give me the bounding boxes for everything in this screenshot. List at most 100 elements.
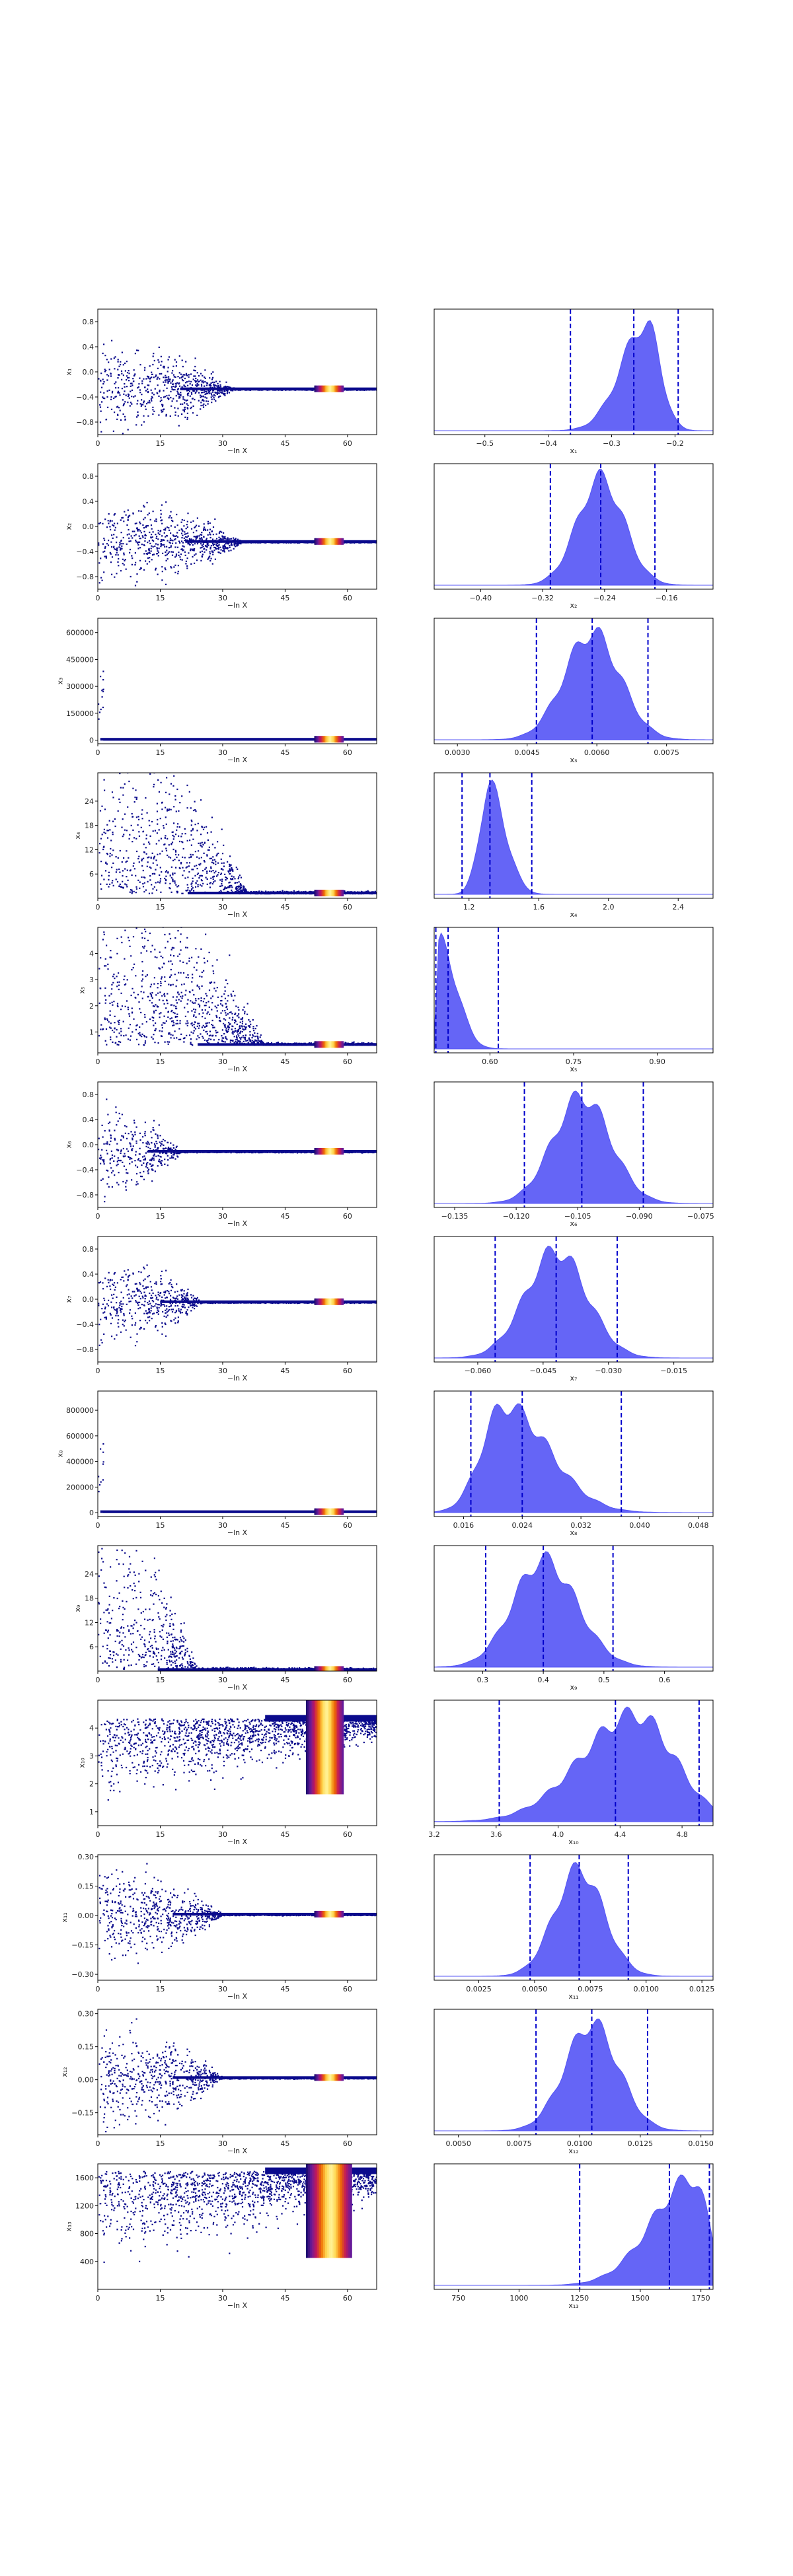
density-hotspot — [332, 1298, 334, 1305]
density-area — [434, 932, 713, 1050]
y-tick-label: 0.30 — [78, 1853, 94, 1861]
y-tick-label: −0.15 — [71, 2109, 94, 2118]
x-tick-label: 0.6 — [659, 1676, 671, 1684]
density-hotspot — [346, 2164, 349, 2258]
density-hotspot — [337, 1041, 339, 1048]
x-tick-label: −0.060 — [465, 1367, 492, 1375]
density-hotspot — [331, 1666, 333, 1671]
density-hotspot — [337, 1666, 339, 1671]
converged-trace — [188, 892, 377, 895]
density-hotspot — [314, 890, 316, 897]
density-hotspot — [332, 1666, 334, 1671]
sample-points — [98, 2164, 377, 2264]
density-area — [434, 627, 713, 740]
x-tick-label: 1500 — [631, 2294, 650, 2303]
density-hotspot — [314, 736, 316, 743]
density-hotspot — [319, 385, 321, 392]
density-hotspot — [314, 1147, 316, 1155]
density-hotspot — [331, 1147, 333, 1155]
y-tick-label: 0 — [89, 736, 94, 745]
y-tick-label: 0.0 — [83, 522, 94, 531]
x-tick-label: 2.4 — [673, 903, 685, 912]
axes-frame — [434, 1699, 714, 1826]
x-tick-label: 60 — [343, 1830, 352, 1839]
density-hotspot — [322, 1666, 324, 1671]
density-hotspot — [318, 890, 320, 897]
density-hotspot — [334, 1147, 337, 1155]
axes-frame — [97, 618, 377, 744]
density-hotspot — [331, 385, 333, 392]
x-tick-label: 30 — [218, 1830, 227, 1839]
x-tick-label: 1000 — [510, 2294, 528, 2303]
x-tick-label: 60 — [343, 2294, 352, 2303]
density-hotspot — [344, 2164, 347, 2258]
x-tick-label: 1750 — [692, 2294, 710, 2303]
density-hotspot — [322, 385, 324, 392]
x-tick-label: 15 — [155, 2294, 165, 2303]
x-tick-label: 0 — [96, 1367, 100, 1375]
density-hotspot — [338, 385, 340, 392]
x-tick-label: 15 — [155, 2139, 165, 2148]
scatter-dots — [98, 501, 377, 587]
density-hotspot — [319, 1508, 321, 1515]
density-hotspot — [330, 890, 332, 897]
density-hotspot — [325, 890, 327, 897]
x-tick-label: 0 — [96, 1830, 100, 1839]
density-hotspot — [307, 1700, 310, 1795]
density-hotspot — [331, 890, 333, 897]
x-axis-label: −ln X — [227, 601, 248, 610]
density-hotspot — [322, 538, 324, 545]
density-hotspot — [336, 538, 338, 545]
density-hotspot — [340, 1147, 343, 1155]
density-hotspot — [337, 385, 339, 392]
x-tick-label: 15 — [155, 1367, 165, 1375]
trace-scatter-panel-5: 0 15 30 45 60 −ln X 0 150000 300000 450000 600000 x… — [56, 618, 377, 764]
density-hotspot — [338, 538, 340, 545]
density-hotspot — [342, 890, 344, 897]
converged-trace — [160, 1300, 377, 1303]
x-tick-label: 60 — [343, 903, 352, 912]
density-hotspot — [317, 1700, 319, 1795]
density-hotspot — [326, 1508, 328, 1515]
x-tick-label: 0 — [96, 594, 100, 602]
density-hotspot — [319, 1910, 321, 1917]
x-tick-label: 45 — [280, 1367, 289, 1375]
density-hotspot — [326, 2164, 330, 2258]
marginal-density-panel-22: 0.0025 0.0050 0.0075 0.0100 0.0125 x₁₁ — [434, 1854, 714, 2001]
x-tick-label: 4.8 — [676, 1830, 688, 1839]
density-hotspot — [338, 1298, 340, 1305]
density-hotspot — [321, 538, 323, 545]
density-hotspot — [319, 736, 321, 743]
density-hotspot — [318, 385, 320, 392]
density-hotspot — [334, 538, 337, 545]
y-tick-label: 1 — [89, 1028, 94, 1036]
y-tick-label: 2 — [89, 1002, 94, 1011]
density-hotspot — [320, 538, 322, 545]
x-axis-label: x₁ — [570, 447, 578, 455]
sample-points — [98, 1098, 377, 1203]
density-hotspot — [337, 890, 339, 897]
x-tick-label: 0 — [96, 2294, 100, 2303]
density-area — [434, 1862, 713, 1977]
density-hotspot — [318, 1666, 320, 1671]
x-tick-label: 15 — [155, 594, 165, 602]
density-hotspot — [309, 2164, 313, 2258]
x-axis-label: −ln X — [227, 1838, 248, 1846]
y-tick-label: 0.00 — [78, 2076, 94, 2085]
density-hotspot — [328, 1298, 331, 1305]
density-hotspot — [340, 538, 343, 545]
density-hotspot — [332, 1700, 335, 1795]
density-hotspot — [330, 1700, 333, 1795]
density-hotspot — [315, 1298, 317, 1305]
density-hotspot — [336, 1910, 338, 1917]
density-hotspot — [342, 385, 344, 392]
density-hotspot — [340, 890, 343, 897]
x-tick-label: −0.030 — [595, 1367, 622, 1375]
x-tick-label: 30 — [218, 1367, 227, 1375]
x-axis-label: x₅ — [570, 1065, 578, 1073]
density-hotspot — [340, 1041, 343, 1048]
x-tick-label: −0.40 — [469, 594, 492, 602]
density-hotspot — [333, 1910, 336, 1917]
axes-frame — [434, 1854, 714, 1981]
x-axis-label: x₉ — [570, 1683, 578, 1692]
